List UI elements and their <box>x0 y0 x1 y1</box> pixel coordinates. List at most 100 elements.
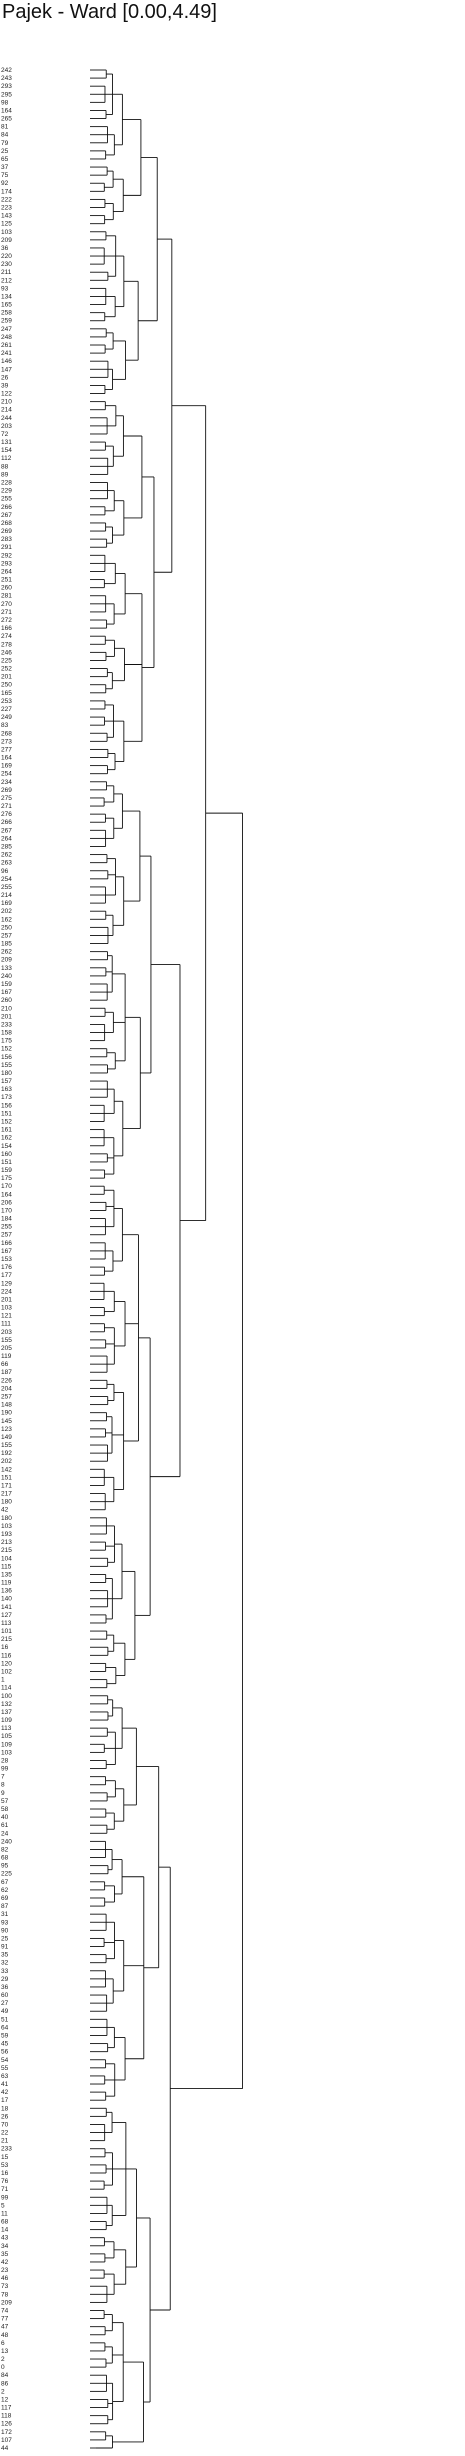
leaf-label: 136 <box>1 1588 12 1595</box>
leaf-label: 115 <box>1 1563 12 1570</box>
leaf-label: 260 <box>1 997 12 1004</box>
leaf-label: 42 <box>1 1507 9 1514</box>
leaf-label: 169 <box>1 763 12 770</box>
leaf-label: 32 <box>1 1960 9 1967</box>
leaf-label: 111 <box>1 1321 11 1328</box>
leaf-label: 109 <box>1 1741 12 1748</box>
leaf-label: 71 <box>1 2186 9 2193</box>
leaf-label: 165 <box>1 690 12 697</box>
leaf-label: 72 <box>1 431 9 438</box>
leaf-label: 105 <box>1 1733 12 1740</box>
leaf-label: 264 <box>1 835 12 842</box>
leaf-label: 9 <box>1 1790 5 1797</box>
leaf-label: 154 <box>1 1143 12 1150</box>
leaf-label: 176 <box>1 1264 12 1271</box>
leaf-label: 252 <box>1 666 12 673</box>
leaf-label: 204 <box>1 1385 12 1392</box>
leaf-label: 126 <box>1 2421 12 2428</box>
leaf-label: 214 <box>1 892 12 899</box>
leaf-label: 241 <box>1 350 12 357</box>
leaf-label: 155 <box>1 1337 12 1344</box>
leaf-label: 270 <box>1 601 12 608</box>
leaf-label: 75 <box>1 172 9 179</box>
leaf-label: 201 <box>1 674 12 681</box>
leaf-label: 258 <box>1 310 12 317</box>
leaf-label: 226 <box>1 1377 12 1384</box>
leaf-label: 203 <box>1 423 12 430</box>
leaf-label: 103 <box>1 1523 12 1530</box>
leaf-label: 143 <box>1 213 12 220</box>
leaf-label: 170 <box>1 1183 12 1190</box>
leaf-label: 259 <box>1 318 12 325</box>
leaf-label: 151 <box>1 1159 12 1166</box>
leaf-label: 162 <box>1 1135 12 1142</box>
leaf-label: 224 <box>1 1288 12 1295</box>
leaf-label: 120 <box>1 1660 12 1667</box>
leaf-label: 278 <box>1 641 12 648</box>
leaf-label: 103 <box>1 1749 12 1756</box>
leaf-label: 28 <box>1 1757 9 1764</box>
leaf-label: 273 <box>1 738 12 745</box>
leaf-label: 234 <box>1 779 12 786</box>
leaf-label: 217 <box>1 1491 12 1498</box>
leaf-label: 210 <box>1 1005 12 1012</box>
leaf-label: 24 <box>1 1830 9 1837</box>
leaf-label: 65 <box>1 156 9 163</box>
leaf-label: 285 <box>1 843 12 850</box>
leaf-label: 147 <box>1 366 12 373</box>
leaf-label: 155 <box>1 1062 12 1069</box>
leaf-label: 257 <box>1 1232 12 1239</box>
page-title: Pajek - Ward [0.00,4.49] <box>2 1 217 23</box>
leaf-label: 268 <box>1 730 12 737</box>
leaf-label: 2 <box>1 2356 5 2363</box>
leaf-label: 42 <box>1 2259 9 2266</box>
leaf-label: 229 <box>1 488 12 495</box>
leaf-label: 39 <box>1 382 9 389</box>
leaf-label: 255 <box>1 884 12 891</box>
leaf-label: 220 <box>1 253 12 260</box>
leaf-label: 175 <box>1 1038 12 1045</box>
leaf-label: 233 <box>1 1021 12 1028</box>
leaf-label: 34 <box>1 2243 9 2250</box>
leaf-label: 293 <box>1 560 12 567</box>
leaf-label: 129 <box>1 1280 12 1287</box>
leaf-label: 49 <box>1 2008 9 2015</box>
leaf-label: 121 <box>1 1313 12 1320</box>
leaf-label: 190 <box>1 1410 12 1417</box>
leaf-label: 15 <box>1 2154 9 2161</box>
leaf-label: 170 <box>1 1207 12 1214</box>
leaf-label: 172 <box>1 2429 12 2436</box>
leaf-label: 84 <box>1 132 9 139</box>
leaf-label: 42 <box>1 2089 9 2096</box>
leaf-label: 104 <box>1 1555 12 1562</box>
leaf-label: 254 <box>1 876 12 883</box>
leaf-label: 100 <box>1 1693 12 1700</box>
leaf-label: 249 <box>1 714 12 721</box>
leaf-label: 154 <box>1 447 12 454</box>
leaf-label: 214 <box>1 407 12 414</box>
leaf-label: 156 <box>1 1054 12 1061</box>
leaf-label: 44 <box>1 2445 9 2452</box>
leaf-label: 175 <box>1 1175 12 1182</box>
leaf-label: 92 <box>1 180 9 187</box>
leaf-label: 113 <box>1 1725 12 1732</box>
leaf-label: 99 <box>1 2194 9 2201</box>
leaf-label: 14 <box>1 2227 9 2234</box>
leaf-label: 255 <box>1 1224 12 1231</box>
leaf-label: 109 <box>1 1717 12 1724</box>
leaf-label: 41 <box>1 2081 9 2088</box>
leaf-label: 87 <box>1 1903 9 1910</box>
leaf-label: 12 <box>1 2396 9 2403</box>
leaf-label: 233 <box>1 2146 12 2153</box>
leaf-label: 117 <box>1 2405 12 2412</box>
leaf-label: 180 <box>1 1515 12 1522</box>
leaf-label: 84 <box>1 2372 9 2379</box>
leaf-label: 213 <box>1 1539 12 1546</box>
leaf-label: 83 <box>1 722 9 729</box>
leaf-label: 140 <box>1 1596 12 1603</box>
leaf-label: 266 <box>1 819 12 826</box>
leaf-label: 222 <box>1 196 12 203</box>
leaf-label: 193 <box>1 1531 12 1538</box>
leaf-label: 133 <box>1 965 12 972</box>
